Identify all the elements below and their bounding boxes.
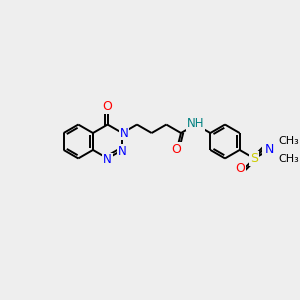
Text: N: N (103, 154, 112, 166)
Text: O: O (236, 162, 245, 175)
Text: O: O (263, 142, 273, 155)
Text: CH₃: CH₃ (279, 136, 299, 146)
Text: O: O (103, 100, 112, 113)
Text: NH: NH (187, 117, 204, 130)
Text: O: O (171, 143, 181, 157)
Text: N: N (265, 143, 274, 157)
Text: CH₃: CH₃ (279, 154, 299, 164)
Text: S: S (250, 152, 258, 165)
Text: N: N (118, 145, 127, 158)
Text: N: N (119, 127, 128, 140)
